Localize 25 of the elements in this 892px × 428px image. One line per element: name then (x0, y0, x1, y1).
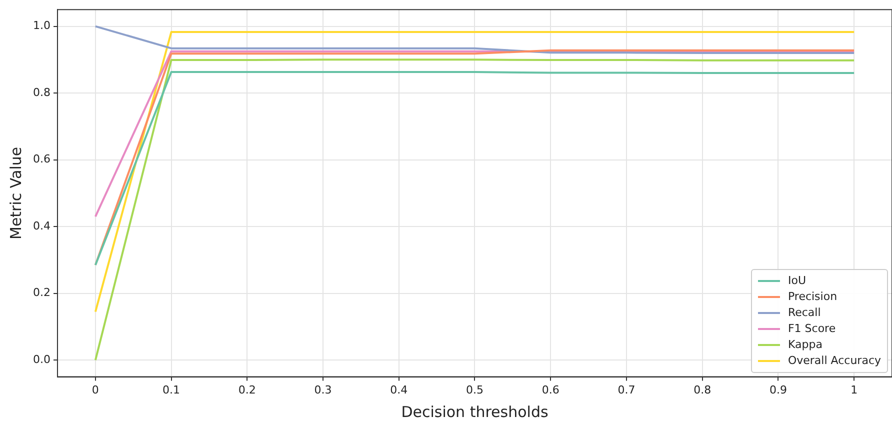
x-tick-label: 0.8 (694, 383, 712, 396)
y-axis-title: Metric Value (6, 146, 25, 240)
y-tick-label: 0.8 (32, 86, 50, 99)
x-tick-label: 0.4 (390, 383, 408, 396)
x-tick-label: 1 (850, 383, 858, 396)
legend-label: Kappa (788, 338, 822, 352)
y-tick-label: 1.0 (32, 19, 50, 32)
y-tick-label: 0.2 (32, 286, 50, 300)
y-tick-label: 0.0 (32, 352, 50, 366)
x-tick-label: 0.3 (314, 383, 332, 396)
x-axis-title: Decision thresholds (401, 402, 548, 421)
x-tick-label: 0 (92, 383, 99, 396)
y-tick-label: 0.6 (32, 152, 50, 166)
y-tick-label: 0.4 (32, 219, 50, 232)
x-tick-label: 0.7 (618, 383, 636, 396)
legend-label: Precision (788, 290, 838, 304)
x-tick-label: 0.5 (466, 383, 484, 396)
x-tick-label: 0.9 (769, 383, 787, 396)
legend-label: IoU (788, 274, 806, 288)
x-tick-label: 0.2 (238, 383, 256, 396)
legend-label: Overall Accuracy (788, 354, 881, 368)
x-tick-label: 0.6 (542, 383, 560, 396)
legend-label: Recall (788, 306, 821, 320)
legend-label: F1 Score (788, 322, 836, 336)
x-tick-label: 0.1 (162, 383, 180, 396)
